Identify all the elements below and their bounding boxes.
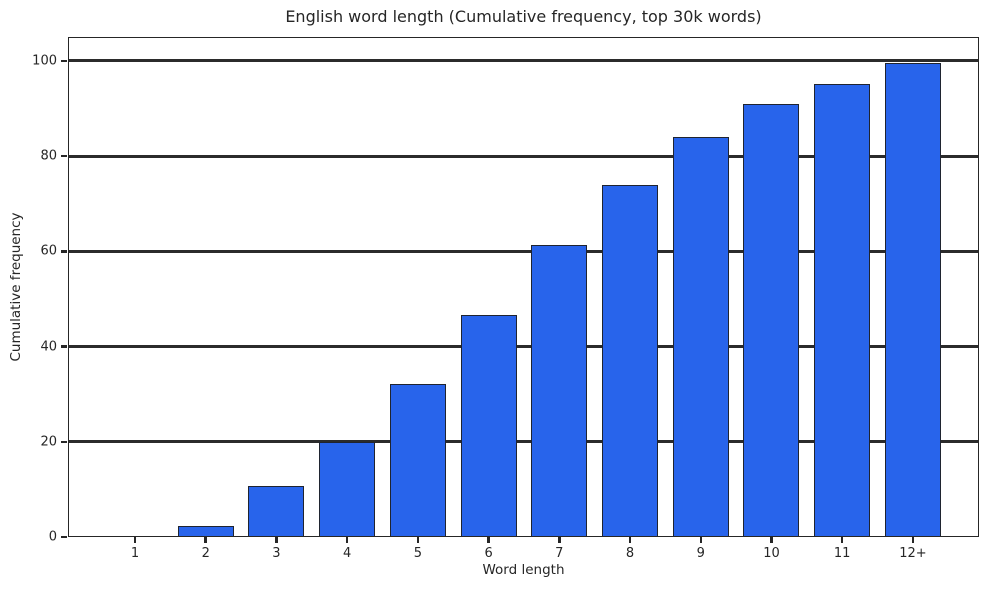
bar-4: [319, 442, 376, 537]
gridline-y-80: [68, 154, 979, 158]
bar-6: [460, 315, 517, 537]
bar-10: [743, 104, 800, 537]
y-tick-mark-80: [61, 154, 67, 158]
x-tick-label-3: 3: [272, 546, 281, 561]
y-tick-label-60: 60: [40, 243, 57, 259]
gridline-y-40: [68, 345, 979, 349]
x-tick-mark-11: [840, 537, 844, 543]
x-tick-label-10: 10: [763, 546, 780, 561]
x-tick-mark-5: [416, 537, 420, 543]
x-tick-mark-6: [487, 537, 490, 543]
x-tick-mark-8: [628, 537, 632, 543]
x-tick-label-4: 4: [343, 546, 352, 561]
bar-8: [602, 185, 659, 537]
x-tick-mark-1: [133, 537, 137, 543]
bar-7: [531, 245, 588, 537]
y-tick-label-100: 100: [32, 53, 57, 69]
y-tick-label-20: 20: [40, 434, 57, 450]
chart-title: English word length (Cumulative frequenc…: [285, 7, 762, 26]
x-tick-label-11: 11: [833, 546, 851, 561]
x-tick-mark-7: [558, 537, 561, 543]
x-tick-label-12+: 12+: [899, 546, 927, 561]
x-tick-label-1: 1: [130, 546, 140, 561]
x-tick-mark-12+: [911, 537, 915, 543]
x-tick-mark-4: [345, 537, 349, 543]
y-tick-mark-100: [61, 59, 67, 63]
bar-11: [814, 84, 871, 537]
bar-3: [248, 486, 305, 537]
y-tick-label-40: 40: [40, 339, 57, 355]
x-tick-label-6: 6: [484, 546, 493, 561]
y-tick-mark-0: [61, 535, 67, 539]
bar-5: [389, 384, 446, 537]
x-tick-label-2: 2: [201, 546, 210, 561]
x-tick-mark-3: [275, 537, 278, 543]
bar-9: [672, 137, 729, 537]
bar-2: [177, 526, 234, 537]
x-tick-mark-2: [204, 537, 207, 543]
y-tick-label-80: 80: [40, 148, 57, 164]
y-tick-mark-20: [61, 440, 67, 443]
x-tick-label-7: 7: [555, 546, 564, 561]
plot-area: 0 20 40 60 80 100 1 2 3 4 5 6 7 8 9 10 11 12+: [32, 37, 979, 561]
y-tick-label-0: 0: [48, 529, 57, 545]
x-tick-label-5: 5: [413, 546, 423, 561]
y-tick-mark-40: [61, 345, 67, 348]
x-tick-mark-9: [699, 537, 702, 543]
gridline-y-60: [68, 249, 979, 253]
gridline-y-100: [68, 59, 979, 63]
bar-12+: [884, 63, 941, 537]
x-tick-mark-10: [770, 537, 773, 543]
y-tick-mark-60: [61, 250, 67, 253]
y-axis-label: Cumulative frequency: [8, 212, 24, 362]
gridline-y-20: [68, 440, 979, 444]
x-tick-label-8: 8: [625, 546, 635, 561]
x-axis-label: Word length: [482, 562, 565, 578]
x-tick-label-9: 9: [696, 546, 705, 561]
